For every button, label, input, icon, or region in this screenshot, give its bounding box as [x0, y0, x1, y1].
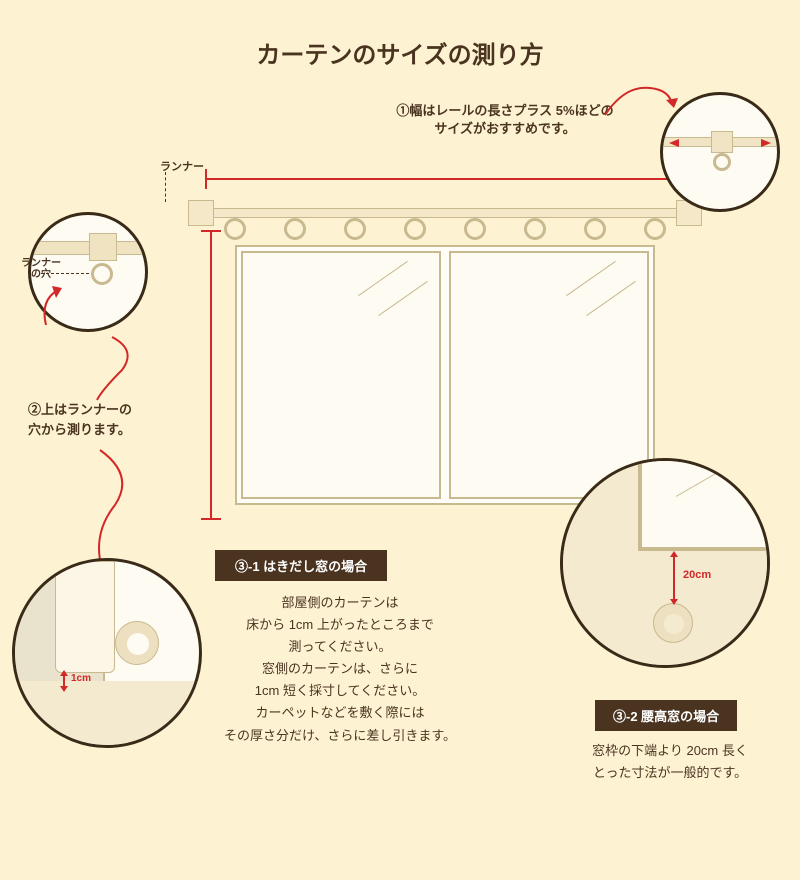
runner-leader-line	[165, 172, 166, 202]
squiggle-tip2	[82, 335, 142, 405]
section-3-1-body: 部屋側のカーテンは 床から 1cm 上がったところまで 測ってください。 窓側の…	[140, 592, 540, 747]
bl-1cm-arrow	[63, 674, 65, 688]
bl-curtain	[55, 561, 115, 673]
closeup-runner	[711, 131, 733, 153]
rail-endcap-left	[188, 200, 214, 226]
callout-rail-closeup	[660, 92, 780, 212]
rail-ring	[524, 218, 546, 240]
arrow-left-icon	[669, 139, 679, 147]
rail-ring	[284, 218, 306, 240]
rail-ring	[464, 218, 486, 240]
infographic-page: カーテンのサイズの測り方 ①幅はレールの長さプラス 5%ほどの サイズがおすすめ…	[0, 0, 800, 880]
rail-width-indicator	[205, 178, 685, 180]
rail-bar	[190, 208, 700, 218]
closeup2-runner	[89, 233, 117, 261]
section-3-1-heading: ③-1 はきだし窓の場合	[215, 550, 387, 581]
section-3-2-heading: ③-2 腰高窓の場合	[595, 700, 737, 731]
tip-2-height: ②上はランナーの 穴から測ります。	[28, 400, 168, 439]
br-tape-measure-icon	[653, 603, 693, 643]
rail-ring	[344, 218, 366, 240]
rail-ring	[404, 218, 426, 240]
bl-1cm-label: 1cm	[71, 673, 91, 684]
page-title: カーテンのサイズの測り方	[0, 0, 800, 70]
closeup2-ring	[91, 263, 113, 285]
runner-hole-label: ランナー の穴	[20, 258, 62, 280]
arrow-to-callout-tr	[600, 80, 680, 120]
br-window-frame	[638, 461, 770, 551]
section-3-2-body: 窓枠の下端より 20cm 長く とった寸法が一般的です。	[555, 740, 785, 784]
br-20cm-label: 20cm	[683, 569, 711, 581]
callout-sill-20cm: 20cm	[560, 458, 770, 668]
squiggle-to-bl	[80, 445, 150, 565]
br-20cm-arrow	[673, 555, 675, 601]
arrow-runner-hole	[38, 280, 78, 330]
rail-ring	[224, 218, 246, 240]
rail-ring	[584, 218, 606, 240]
closeup-ring	[713, 153, 731, 171]
height-indicator	[210, 230, 212, 520]
arrow-right-icon	[761, 139, 771, 147]
window-pane-left	[241, 251, 441, 499]
rail-ring	[644, 218, 666, 240]
runner-label: ランナー	[160, 158, 204, 174]
